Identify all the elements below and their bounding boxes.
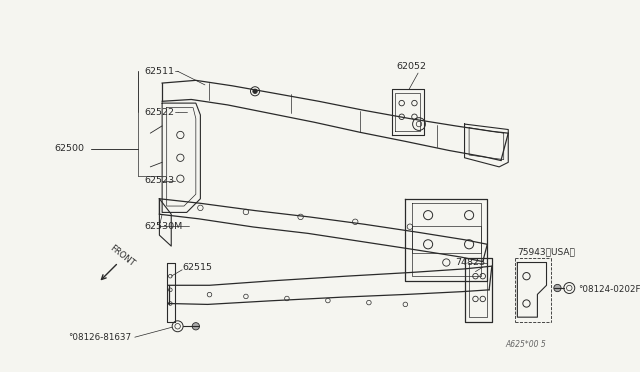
Text: 74823: 74823 <box>456 258 486 267</box>
Text: 62522: 62522 <box>144 108 174 117</box>
Text: 75943〈USA〉: 75943〈USA〉 <box>517 247 575 256</box>
Text: FRONT: FRONT <box>108 244 136 269</box>
Text: 62515: 62515 <box>182 263 212 272</box>
Circle shape <box>192 323 200 330</box>
Text: 62530M: 62530M <box>144 222 182 231</box>
Text: °08124-0202F: °08124-0202F <box>579 285 640 294</box>
Text: 62052: 62052 <box>396 62 426 71</box>
Text: 62511: 62511 <box>144 67 174 76</box>
Text: °08126-81637: °08126-81637 <box>68 333 131 342</box>
Text: A625*00 5: A625*00 5 <box>506 340 547 349</box>
Circle shape <box>554 284 561 292</box>
Circle shape <box>253 89 257 93</box>
Text: 62523: 62523 <box>144 176 174 185</box>
Text: 62500: 62500 <box>54 144 84 153</box>
